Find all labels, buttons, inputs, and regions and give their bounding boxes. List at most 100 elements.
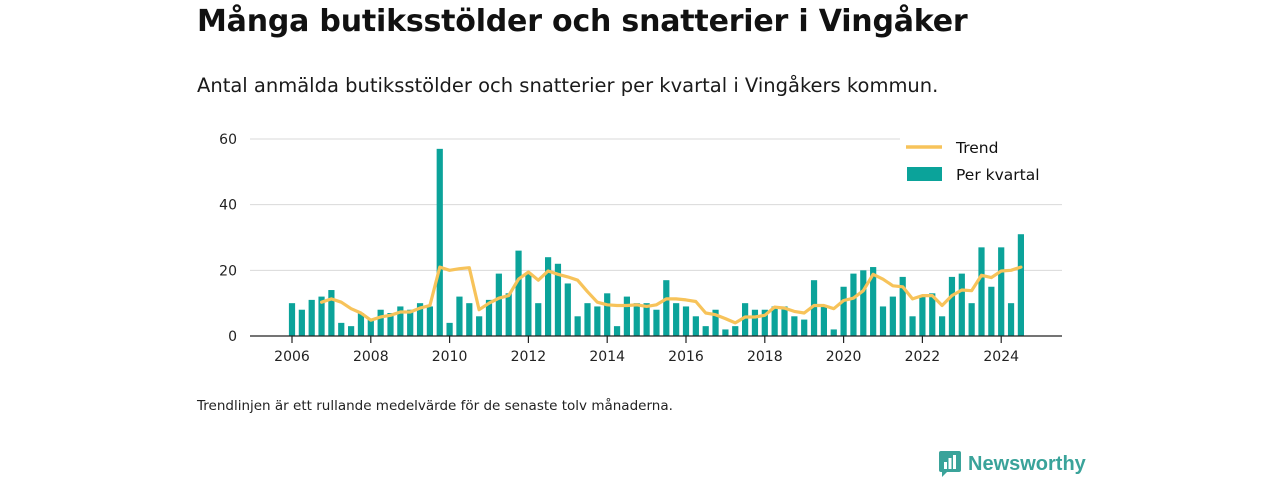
bar bbox=[850, 273, 857, 336]
legend-bar-label: Per kvartal bbox=[956, 166, 1040, 184]
chart-area: 2006 2008 2010 2012 2014 2016 2018 2020 2022 2024… bbox=[219, 130, 1062, 365]
bar bbox=[771, 306, 778, 336]
bar bbox=[387, 313, 394, 336]
bar bbox=[495, 273, 502, 336]
legend-trend-label: Trend bbox=[955, 139, 998, 157]
bar bbox=[682, 306, 690, 336]
y-tick-label: 0 bbox=[228, 329, 237, 345]
bar bbox=[476, 316, 483, 336]
bar bbox=[357, 313, 365, 336]
trend-line bbox=[320, 265, 1023, 325]
newsworthy-logo-icon bbox=[939, 451, 961, 477]
x-tick-label: 2010 bbox=[432, 349, 468, 365]
bar bbox=[633, 303, 640, 336]
bar bbox=[377, 309, 384, 336]
x-tick-label: 2012 bbox=[511, 349, 547, 365]
bar bbox=[958, 273, 965, 336]
x-tick-label: 2022 bbox=[905, 349, 941, 365]
bar-series bbox=[288, 148, 1024, 336]
bar bbox=[515, 250, 522, 336]
x-tick-label: 2024 bbox=[983, 349, 1019, 365]
y-tick-label: 20 bbox=[219, 263, 237, 279]
bar bbox=[889, 296, 896, 336]
y-tick-label: 60 bbox=[219, 132, 237, 148]
x-tick-label: 2008 bbox=[353, 349, 389, 365]
bar bbox=[830, 329, 837, 336]
bar bbox=[456, 296, 463, 336]
y-tick-label: 40 bbox=[219, 198, 237, 214]
x-tick-label: 2016 bbox=[668, 349, 704, 365]
legend: Trend Per kvartal bbox=[900, 130, 1062, 192]
bar bbox=[643, 303, 650, 336]
bar bbox=[564, 283, 571, 336]
bar bbox=[584, 303, 591, 336]
bar bbox=[879, 306, 887, 336]
bar bbox=[308, 299, 315, 336]
bar bbox=[988, 286, 995, 336]
bar bbox=[446, 322, 453, 336]
bar bbox=[298, 309, 305, 336]
bar bbox=[742, 303, 749, 336]
bar bbox=[732, 326, 739, 336]
bar bbox=[288, 303, 296, 336]
x-tick-label: 2020 bbox=[826, 349, 862, 365]
bar bbox=[939, 316, 946, 336]
bar bbox=[348, 326, 355, 336]
bar bbox=[653, 309, 660, 336]
bar bbox=[801, 319, 808, 336]
bar bbox=[426, 306, 433, 336]
bar bbox=[554, 263, 562, 336]
bar bbox=[466, 303, 473, 336]
bar bbox=[919, 296, 926, 336]
bar bbox=[318, 296, 325, 336]
x-tick-label: 2018 bbox=[747, 349, 783, 365]
bar bbox=[761, 309, 768, 336]
footnote: Trendlinjen är ett rullande medelvärde f… bbox=[197, 398, 673, 414]
bar bbox=[525, 273, 532, 336]
bar bbox=[397, 306, 404, 336]
x-tick-label: 2006 bbox=[274, 349, 310, 365]
bar bbox=[712, 309, 719, 336]
bar bbox=[604, 293, 611, 336]
bar bbox=[623, 296, 630, 336]
bar bbox=[751, 309, 759, 336]
legend-background bbox=[900, 130, 1062, 192]
bar bbox=[338, 322, 345, 336]
bar bbox=[1017, 234, 1024, 336]
bar bbox=[948, 276, 956, 336]
bar bbox=[781, 306, 788, 336]
bar bbox=[505, 293, 512, 336]
bar bbox=[545, 257, 552, 336]
bar bbox=[613, 326, 621, 336]
bar bbox=[840, 286, 847, 336]
bar bbox=[968, 303, 975, 336]
bar bbox=[673, 303, 680, 336]
bar bbox=[909, 316, 916, 336]
x-tick-label: 2014 bbox=[589, 349, 625, 365]
bar bbox=[702, 326, 709, 336]
bar bbox=[810, 280, 818, 336]
bar bbox=[899, 276, 906, 336]
bar bbox=[663, 280, 670, 336]
bar bbox=[722, 329, 729, 336]
bar bbox=[594, 306, 601, 336]
bar bbox=[860, 270, 867, 336]
legend-bar-swatch bbox=[907, 167, 942, 181]
bar bbox=[791, 316, 798, 336]
brand-name: Newsworthy bbox=[968, 452, 1086, 475]
bar bbox=[485, 299, 493, 336]
bar bbox=[929, 293, 936, 336]
bar bbox=[436, 148, 443, 336]
bar bbox=[574, 316, 581, 336]
bar bbox=[978, 247, 985, 336]
bar bbox=[367, 319, 374, 336]
bar bbox=[1007, 303, 1015, 336]
bar bbox=[535, 303, 542, 336]
brand-logo: Newsworthy bbox=[938, 450, 1086, 478]
y-axis-ticks: 0 20 40 60 bbox=[219, 132, 237, 345]
x-axis-ticks: 2006 2008 2010 2012 2014 2016 2018 2020 2022 2024 bbox=[274, 336, 1019, 365]
bar bbox=[820, 306, 827, 336]
chart-subtitle: Antal anmälda butiksstölder och snatteri… bbox=[197, 74, 939, 97]
chart-title: Många butiksstölder och snatterier i Vin… bbox=[197, 4, 968, 39]
bar bbox=[692, 316, 699, 336]
